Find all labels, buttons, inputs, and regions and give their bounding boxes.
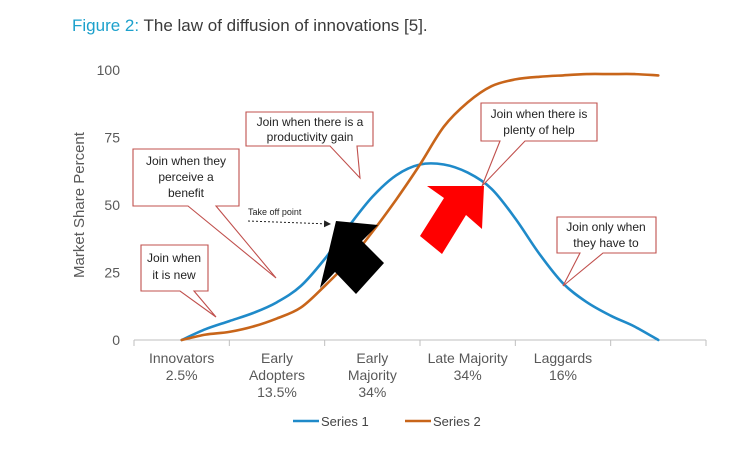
x-category-label-3-0: Late Majority [428, 350, 508, 366]
legend-label-2: Series 2 [433, 414, 481, 429]
takeoff-arrow [247, 220, 331, 228]
x-category-label-4-0: Laggards [534, 350, 592, 366]
callout-have: Join only when they have to [556, 216, 657, 287]
y-tick-label-4: 100 [97, 62, 121, 78]
takeoff-label: Take off point [248, 207, 302, 217]
y-axis-label: Market Share Percent [71, 131, 88, 278]
red-arrow-shape [420, 186, 484, 254]
series-line-2 [180, 72, 660, 342]
x-category-label-1-1: Adopters [249, 367, 305, 383]
legend: Series 1 Series 2 [293, 414, 481, 429]
callout-benefit-line-2: perceive a [158, 170, 214, 184]
x-category-label-3-1: 34% [454, 367, 482, 383]
callout-benefit-line-3: benefit [168, 186, 205, 200]
x-category-label-2-2: 34% [358, 384, 386, 400]
x-category-label-0-0: Innovators [149, 350, 214, 366]
y-tick-label-0: 0 [112, 332, 120, 348]
callout-help-line-1: Join when there is [491, 107, 588, 121]
x-category-label-4-1: 16% [549, 367, 577, 383]
callout-productivity-line-1: Join when there is a [257, 115, 364, 129]
callout-have-line-1: Join only when [566, 220, 645, 234]
y-tick-label-3: 75 [104, 130, 120, 146]
figure-title-prefix: Figure 2: [72, 16, 140, 35]
callout-productivity-line-2: productivity gain [267, 130, 354, 144]
legend-label-1: Series 1 [321, 414, 369, 429]
callout-new-line-2: it is new [152, 268, 196, 282]
series-lines [180, 72, 660, 342]
callout-have-shape [556, 216, 657, 287]
x-category-label-1-2: 13.5% [257, 384, 297, 400]
callout-productivity: Join when there is a productivity gain [245, 111, 374, 180]
figure-title: Figure 2: The law of diffusion of innova… [72, 16, 428, 36]
callout-new-shape [140, 244, 217, 318]
callout-help: Join when there is plenty of help [480, 102, 598, 187]
y-axis-ticks: 0 25 50 75 100 [97, 62, 121, 348]
x-category-label-0-1: 2.5% [166, 367, 198, 383]
x-axis-dividers [133, 340, 707, 346]
callout-benefit: Join when they perceive a benefit [132, 148, 277, 279]
figure-title-text: The law of diffusion of innovations [5]. [143, 16, 428, 35]
callout-benefit-shape [132, 148, 277, 279]
x-axis-categories: Innovators2.5%EarlyAdopters13.5%EarlyMaj… [149, 350, 592, 400]
x-category-label-2-1: Majority [348, 367, 397, 383]
x-category-label-1-0: Early [261, 350, 293, 366]
x-category-label-2-0: Early [356, 350, 388, 366]
black-arrow-shape [320, 221, 384, 294]
callout-new-line-1: Join when [147, 251, 201, 265]
callout-productivity-shape [245, 111, 374, 180]
callout-new: Join when it is new [140, 244, 217, 318]
y-tick-label-2: 50 [104, 197, 120, 213]
callout-help-line-2: plenty of help [503, 123, 575, 137]
callout-benefit-line-1: Join when they [146, 154, 226, 168]
y-tick-label-1: 25 [104, 265, 120, 281]
callout-help-shape [480, 102, 598, 187]
callout-have-line-2: they have to [573, 236, 639, 250]
